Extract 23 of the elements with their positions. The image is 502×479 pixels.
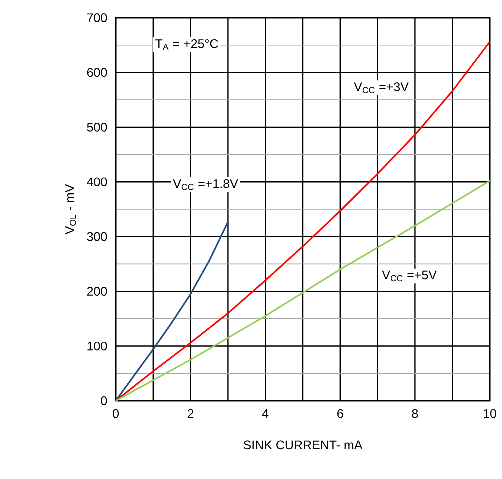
y-tick-label: 100 (88, 342, 108, 351)
y-tick-label: 400 (87, 178, 108, 187)
x-tick-label: 6 (338, 409, 344, 418)
y-tick-label: 600 (87, 68, 108, 78)
y-tick-label: 200 (87, 287, 108, 296)
line-series (115, 221, 230, 402)
y-tick-label: 300 (87, 232, 108, 242)
text: V$_{CC}$ =+3V (354, 82, 409, 94)
x-tick-label: 0 (113, 409, 119, 418)
series-label: V$_{CC}$ =+5V (382, 270, 437, 282)
y-tick-label: 500 (87, 122, 108, 132)
line-series (115, 41, 491, 402)
text: V$_{CC}$ =+1.8V (173, 179, 238, 190)
annotation: T$_{A}$ = +25°C (156, 39, 218, 50)
x-tick-label: 2 (188, 409, 194, 418)
y-tick-label: 700 (87, 14, 108, 22)
y-tick-label: 0 (101, 396, 108, 406)
x-tick-label: 8 (412, 409, 418, 418)
x-axis-title: SINK CURRENT- mA (244, 440, 363, 450)
x-tick-label: 10 (484, 409, 496, 418)
x-tick-label: 4 (262, 409, 269, 418)
line-series (115, 180, 491, 402)
y-axis-title: V$_{OL}$ - mV (66, 184, 76, 235)
